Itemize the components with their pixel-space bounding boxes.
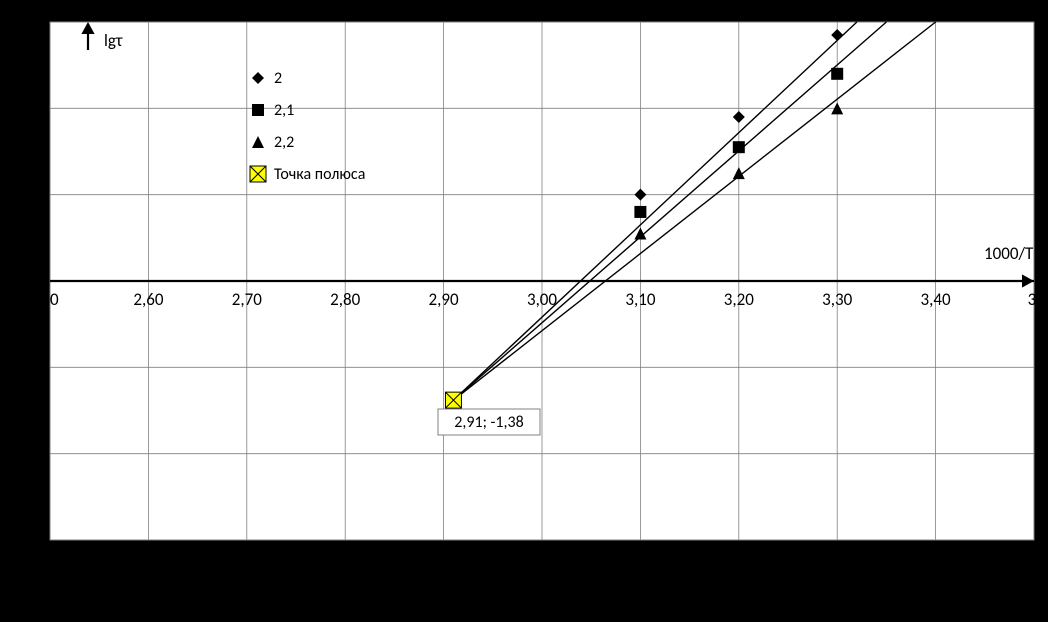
x-tick-label: 2,90 [429,289,459,310]
x-tick-label: 2,80 [330,289,360,310]
legend-marker-1 [252,104,264,116]
legend-label-3: Точка полюса [274,165,365,184]
x-tick-label: 2,70 [232,289,262,310]
x-tick-label: 3,00 [527,289,557,310]
chart-container: 50 2,60 2,70 2,80 2,90 3,00 3,10 3,20 3,30 3,40 3,… [0,0,1048,622]
pole-point-marker [445,392,461,408]
x-tick-label: 2,60 [133,289,163,310]
x-tick-label: 3,10 [625,289,655,310]
marker-2_1-0 [634,206,646,218]
y-axis-label: lgτ [104,30,123,51]
marker-2_1-1 [733,141,745,153]
legend-label-0: 2 [274,69,282,88]
legend-label-1: 2,1 [274,101,294,120]
x-tick-label: 3,30 [822,289,852,310]
x-tick-label: 3,20 [724,289,754,310]
callout-text: 2,91; -1,38 [454,413,523,432]
marker-2_1-2 [831,68,843,80]
x-tick-label: 50 [41,289,59,310]
x-tick-label: 3,40 [921,289,951,310]
chart-svg: 50 2,60 2,70 2,80 2,90 3,00 3,10 3,20 3,30 3,40 3,… [0,0,1048,622]
x-tick-label: 3, [1028,289,1041,310]
x-axis-label: 1000/T [984,243,1034,264]
legend-label-2: 2,2 [274,133,294,152]
